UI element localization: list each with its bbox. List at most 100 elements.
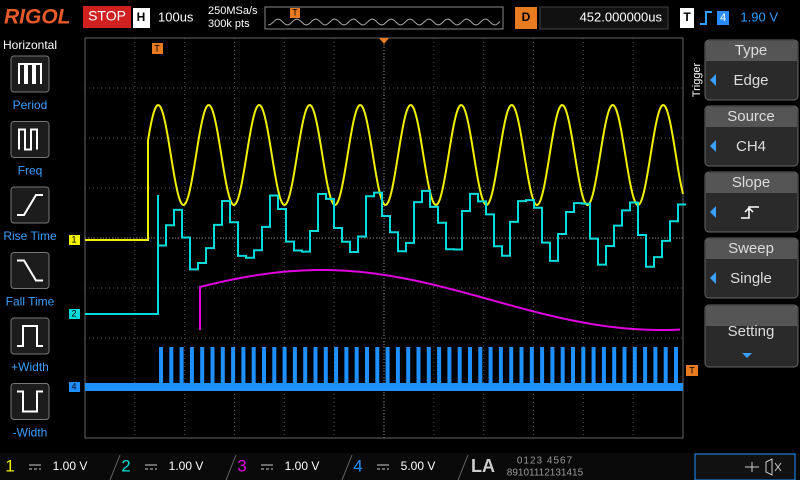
- menu-arrow: [710, 74, 716, 86]
- menu-arrow: [742, 353, 752, 358]
- coupling-icon: [261, 464, 273, 470]
- channel-markers: 1 2 4: [69, 234, 80, 392]
- left-menu-label[interactable]: -Width: [13, 426, 48, 440]
- left-menu-icon[interactable]: [10, 55, 50, 93]
- channel-marker: 1: [71, 234, 76, 244]
- menu-item-header: [706, 41, 797, 61]
- right-menu: Type Edge Source CH4 Slope Sweep Single Setting: [704, 39, 799, 368]
- menu-item-header: [706, 173, 797, 193]
- separator: [457, 454, 469, 480]
- left-menu-label[interactable]: Period: [13, 98, 48, 112]
- menu-item-header: [706, 306, 797, 326]
- left-menu-label[interactable]: Rise Time: [3, 229, 57, 243]
- channel-number[interactable]: 3: [237, 456, 246, 475]
- footer: [0, 453, 800, 480]
- trigger-level-box: [686, 365, 698, 376]
- channel-number[interactable]: 1: [5, 456, 14, 475]
- menu-arrow: [710, 272, 716, 284]
- channel-marker-box: [69, 235, 80, 245]
- timeline-wave: [267, 18, 501, 26]
- coupling-icon: [29, 464, 41, 470]
- channel-marker-box: [69, 309, 80, 319]
- delay: 452.000000us: [580, 9, 663, 24]
- coupling-icon: [145, 464, 157, 470]
- la-bits-top: 0123 4567: [517, 456, 573, 467]
- channel-scale[interactable]: 1.00 V: [169, 459, 204, 473]
- menu-item-header: [706, 107, 797, 127]
- trigger-slope-icon: [700, 11, 712, 25]
- channel-1-trace: [85, 103, 684, 241]
- channel-number[interactable]: 2: [121, 456, 130, 475]
- right-menu-title: Trigger: [691, 62, 703, 97]
- menu-arrow: [710, 140, 716, 152]
- channel-3-trace: [199, 269, 681, 331]
- delay-box[interactable]: [539, 6, 669, 30]
- timeline-marker-box: [290, 8, 300, 18]
- trigger-position-marker: T: [154, 43, 160, 53]
- waveforms: [85, 103, 686, 391]
- channel-scale[interactable]: 1.00 V: [53, 459, 88, 473]
- la-label: LA: [471, 456, 495, 476]
- menu-arrow: [710, 206, 716, 218]
- trigger-level-marker: T: [689, 365, 695, 375]
- status-box[interactable]: [83, 6, 131, 28]
- trigger-label-box: [680, 8, 694, 28]
- separator: [225, 454, 237, 480]
- left-menu-glyph: [18, 63, 42, 84]
- menu-item-value: CH4: [736, 138, 766, 155]
- channel-number[interactable]: 4: [353, 456, 362, 475]
- channel-marker-box: [69, 382, 80, 392]
- timebase-label: H: [137, 10, 146, 24]
- trigger-label: T: [683, 10, 691, 24]
- left-menu-glyph: [17, 259, 43, 282]
- status-icons: [745, 458, 782, 476]
- trigger-position-box: [152, 43, 163, 54]
- timeline: [264, 6, 504, 30]
- logo: RIGOL: [4, 6, 71, 29]
- left-menu-label[interactable]: Freq: [18, 164, 43, 178]
- left-menu-glyph: [17, 194, 43, 216]
- timebase-box: [133, 8, 150, 28]
- separator: [341, 454, 353, 480]
- coupling-icon: [377, 464, 389, 470]
- channel-4-band: [85, 383, 683, 391]
- menu-item-value: Single: [730, 270, 772, 287]
- slope-icon: [741, 206, 759, 219]
- delay-label: D: [522, 10, 531, 24]
- memory-depth: 300k pts: [208, 18, 250, 30]
- trigger-level: 1.90 V: [740, 9, 778, 24]
- channel-marker: 2: [71, 308, 76, 318]
- left-menu: Period Freq Rise Time Fall Time +Width -Width: [3, 55, 57, 440]
- timebase: 100us: [158, 9, 194, 24]
- status: STOP: [88, 8, 126, 24]
- sample-rate: 250MSa/s: [208, 5, 258, 17]
- channel-scale[interactable]: 1.00 V: [285, 459, 320, 473]
- left-menu-label[interactable]: Fall Time: [6, 295, 55, 309]
- left-menu-icon[interactable]: [10, 317, 50, 355]
- la-bits-bottom: 89101112131415: [507, 468, 584, 479]
- left-menu-glyph: [18, 128, 38, 151]
- menu-item-label: Source: [727, 108, 775, 125]
- left-menu-icon[interactable]: [10, 383, 50, 420]
- menu-item-label: Setting: [728, 323, 775, 340]
- channel-scale[interactable]: 5.00 V: [401, 459, 436, 473]
- trigger-source-box: [717, 11, 729, 25]
- menu-item-label: Sweep: [728, 240, 774, 257]
- menu-item-header: [706, 239, 797, 259]
- timeline-marker: T: [292, 7, 298, 17]
- menu-item-label: Type: [735, 42, 768, 59]
- menu-item-value: Edge: [733, 72, 768, 89]
- trigger-top: [379, 38, 389, 44]
- channel-2-trace: [85, 189, 686, 315]
- left-menu-title: Horizontal: [3, 38, 57, 52]
- menu-item-label: Slope: [732, 174, 770, 191]
- delay-label-box: [515, 7, 537, 29]
- channel-marker: 4: [71, 381, 76, 391]
- left-menu-label[interactable]: +Width: [11, 360, 49, 374]
- separator: [109, 454, 121, 480]
- trigger-source: 4: [720, 12, 726, 24]
- left-menu-glyph: [17, 325, 43, 347]
- left-menu-glyph: [17, 390, 43, 413]
